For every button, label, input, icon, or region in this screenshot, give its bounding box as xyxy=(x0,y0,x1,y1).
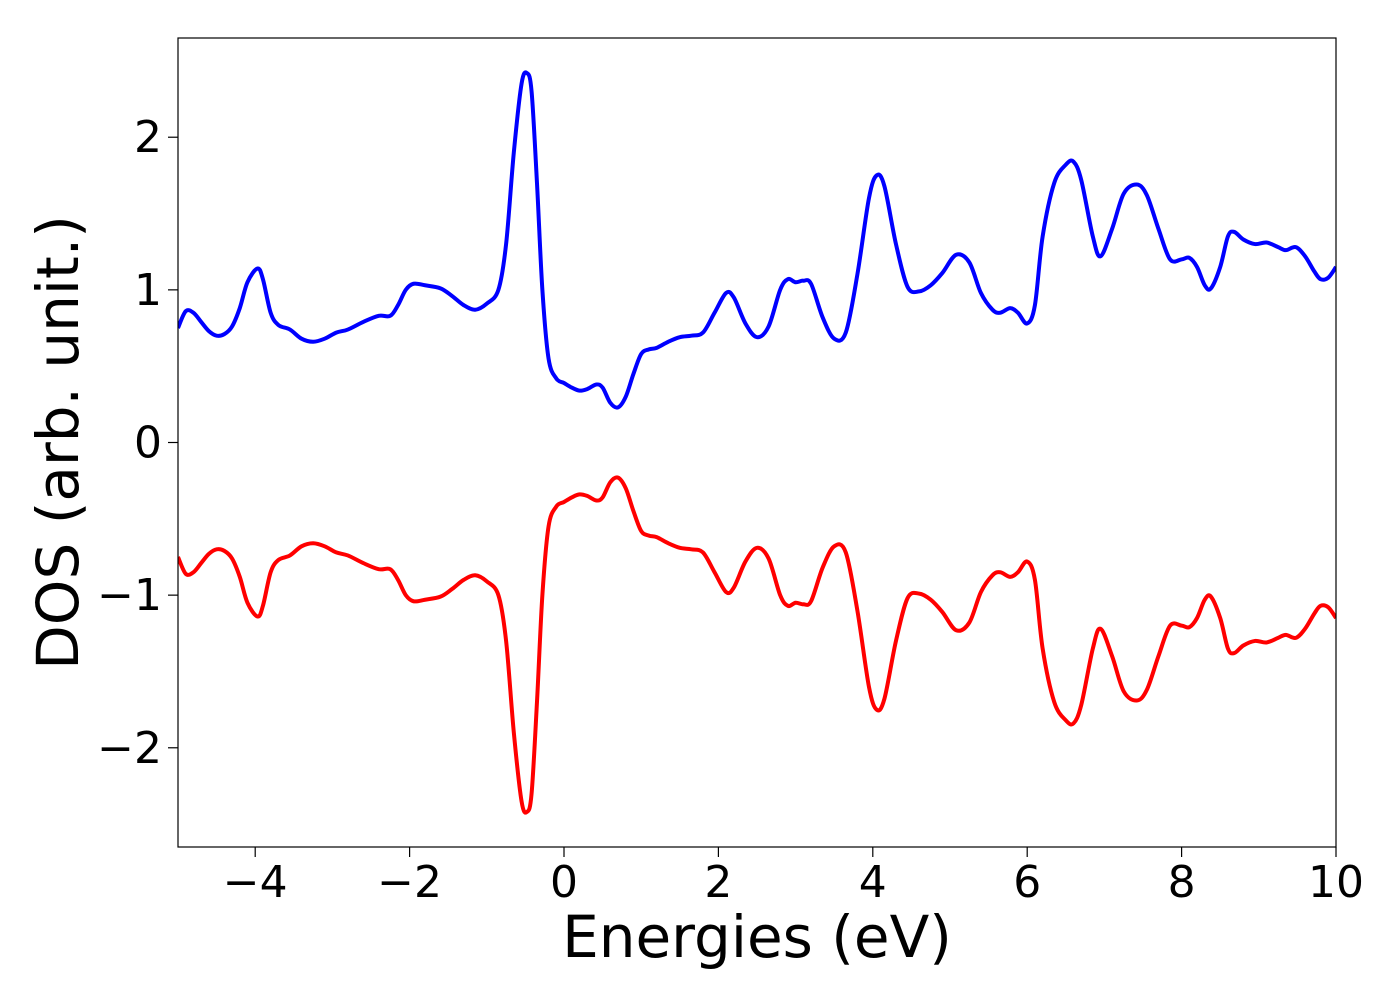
x-tick-label: 2 xyxy=(704,857,732,908)
plot-area-frame xyxy=(177,37,1337,848)
ticks-layer: −4 −2 0 2 4 6 8 10 −2 −1 0 1 2 xyxy=(97,112,1364,908)
x-tick-label: −2 xyxy=(377,857,442,908)
series-line-blue xyxy=(178,70,1336,410)
y-axis-label: DOS (arb. unit.) xyxy=(24,215,92,670)
y-tick-label: 2 xyxy=(134,112,162,163)
y-tick-label: −2 xyxy=(97,723,162,774)
y-tick-label: 1 xyxy=(134,265,162,316)
x-tick-label: 4 xyxy=(859,857,887,908)
series-line-red xyxy=(178,475,1336,815)
series-layer xyxy=(178,70,1336,815)
x-tick-label: 6 xyxy=(1013,857,1041,908)
x-tick-label: 10 xyxy=(1308,857,1364,908)
y-tick-label: −1 xyxy=(97,570,162,621)
y-tick-label: 0 xyxy=(134,418,162,469)
x-tick-label: −4 xyxy=(223,857,288,908)
x-axis-label: Energies (eV) xyxy=(562,903,952,971)
x-tick-label: 8 xyxy=(1168,857,1196,908)
x-tick-label: 0 xyxy=(550,857,578,908)
